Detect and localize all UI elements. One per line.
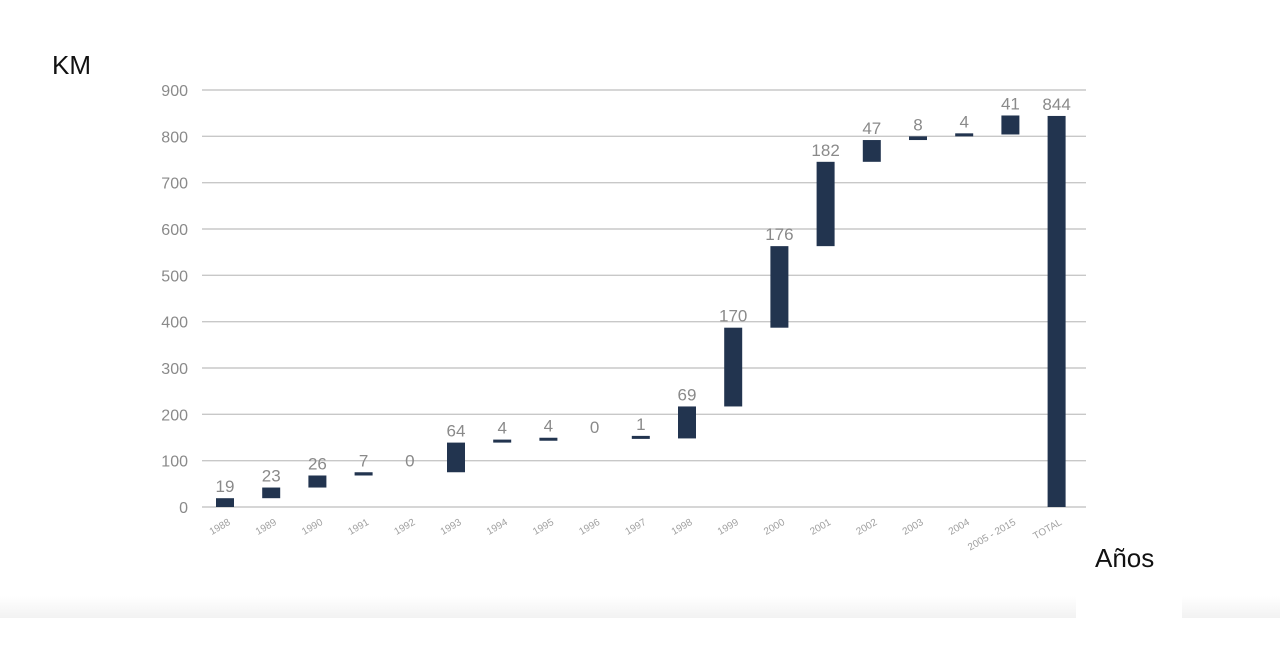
bar — [308, 475, 327, 488]
x-tick-label: 1992 — [393, 517, 418, 538]
data-label: 23 — [262, 467, 281, 486]
data-label: 41 — [1001, 94, 1020, 113]
y-tick-label: 200 — [161, 407, 188, 424]
x-tick-label: 1994 — [485, 517, 510, 538]
data-label: 4 — [497, 419, 506, 438]
waterfall-plot: 0100200300400500600700800900191988231989… — [161, 83, 1086, 553]
x-tick-label: 1988 — [208, 517, 233, 538]
y-tick-label: 800 — [161, 129, 188, 146]
x-tick-label: 1995 — [531, 517, 556, 538]
x-tick-label: 1997 — [624, 517, 649, 538]
x-tick-label: 2000 — [762, 517, 787, 538]
bar — [1001, 115, 1020, 135]
data-label: 844 — [1042, 95, 1070, 114]
bar — [262, 487, 281, 499]
bar — [862, 140, 881, 162]
x-tick-label: 2002 — [855, 517, 880, 538]
x-tick-label: 1996 — [577, 517, 602, 538]
y-axis-title: KM — [52, 50, 91, 80]
data-label: 170 — [719, 307, 747, 326]
x-tick-label: 2001 — [808, 517, 833, 538]
bottom-fade — [0, 596, 1280, 618]
y-tick-label: 900 — [161, 83, 188, 100]
x-tick-label: 1991 — [346, 517, 371, 538]
x-axis-title: Años — [1095, 543, 1155, 573]
data-label: 176 — [765, 225, 793, 244]
data-label: 4 — [544, 417, 553, 436]
x-tick-label: 1989 — [254, 517, 279, 538]
y-tick-label: 700 — [161, 176, 188, 193]
bar — [216, 498, 234, 507]
data-label: 47 — [862, 119, 881, 138]
x-tick-label: 2003 — [901, 517, 926, 538]
data-label: 4 — [959, 112, 968, 131]
y-tick-label: 500 — [161, 268, 188, 285]
data-label: 7 — [359, 451, 368, 470]
data-label: 0 — [405, 451, 414, 470]
y-tick-label: 100 — [161, 454, 188, 471]
bar — [909, 136, 927, 141]
bar — [631, 435, 650, 439]
y-tick-label: 600 — [161, 222, 188, 239]
data-label: 26 — [308, 454, 327, 473]
bar — [447, 442, 465, 473]
data-label: 8 — [913, 115, 922, 134]
y-tick-label: 0 — [179, 500, 188, 517]
bottom-notch — [1076, 596, 1182, 618]
data-label: 69 — [678, 385, 697, 404]
x-tick-label: 1998 — [670, 517, 695, 538]
x-tick-label: 1999 — [716, 517, 741, 538]
bar — [678, 406, 696, 439]
bar — [354, 472, 373, 476]
bar — [770, 246, 789, 328]
bar — [955, 133, 974, 137]
data-label: 19 — [216, 477, 235, 496]
bar — [816, 161, 835, 247]
x-tick-label: 2005 - 2015 — [966, 517, 1018, 553]
y-tick-label: 300 — [161, 361, 188, 378]
x-tick-label: 2004 — [947, 517, 972, 538]
y-tick-label: 400 — [161, 315, 188, 332]
x-tick-label: 1993 — [439, 517, 464, 538]
bar — [724, 327, 743, 407]
data-label: 1 — [636, 415, 645, 434]
x-tick-label: 1990 — [300, 517, 325, 538]
data-label: 182 — [811, 141, 839, 160]
x-tick-label: TOTAL — [1031, 517, 1064, 542]
data-label: 0 — [590, 418, 599, 437]
bar — [493, 439, 512, 443]
bar — [1047, 115, 1066, 508]
bar — [539, 437, 558, 441]
data-label: 64 — [447, 422, 466, 441]
